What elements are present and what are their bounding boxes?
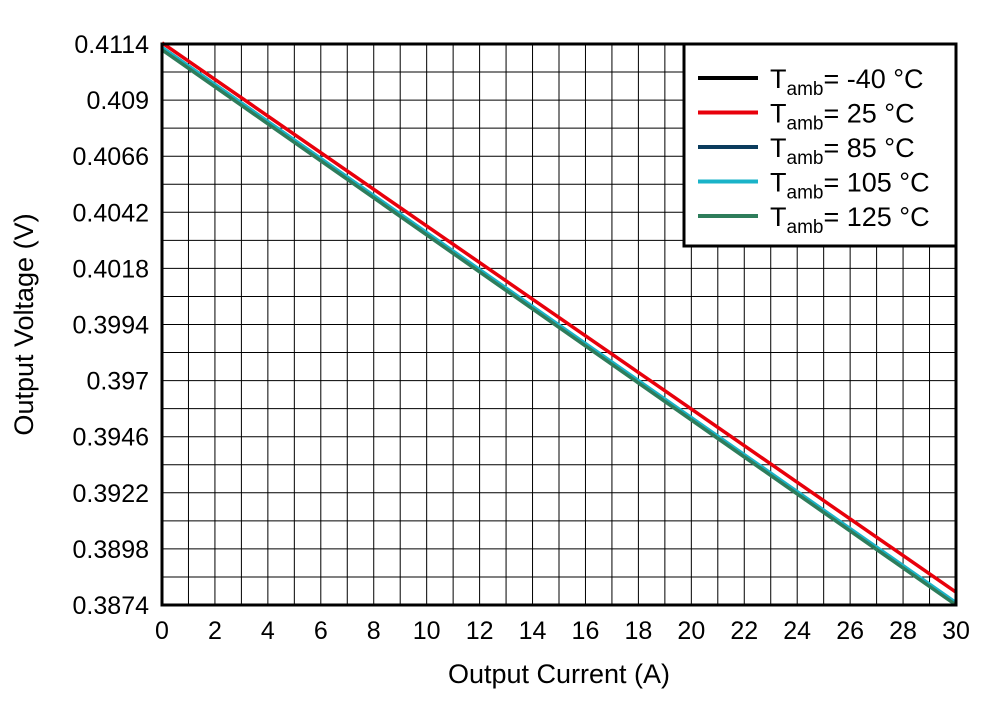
y-tick-label: 0.3874 bbox=[73, 592, 150, 620]
x-tick-labels: 0 2 4 6 8 10 12 14 16 18 20 22 24 26 28 30 bbox=[155, 617, 970, 645]
x-tick-label: 20 bbox=[677, 617, 705, 645]
series-line bbox=[160, 48, 958, 607]
y-tick-label: 0.4018 bbox=[73, 255, 149, 283]
legend-label: Tamb= -40 °C bbox=[770, 64, 924, 100]
x-axis-label: Output Current (A) bbox=[448, 659, 670, 689]
legend-label: Tamb= 105 °C bbox=[770, 168, 930, 204]
y-tick-label: 0.409 bbox=[86, 87, 149, 115]
x-tick-label: 4 bbox=[261, 617, 275, 645]
y-tick-label: 0.4066 bbox=[73, 143, 149, 171]
y-tick-label: 0.3898 bbox=[73, 536, 149, 564]
y-tick-label: 0.397 bbox=[86, 368, 149, 396]
y-tick-label: 0.4114 bbox=[74, 31, 149, 59]
x-tick-label: 22 bbox=[730, 617, 758, 645]
plot-frame bbox=[160, 42, 958, 607]
y-tick-label: 0.3922 bbox=[73, 480, 149, 508]
series-line bbox=[161, 41, 957, 594]
series-lines bbox=[160, 41, 958, 607]
y-tick-labels: 0.3874 0.3898 0.3922 0.3946 0.397 0.3994 0.401… bbox=[73, 31, 150, 620]
x-tick-label: 6 bbox=[314, 617, 328, 645]
x-tick-label: 28 bbox=[889, 617, 917, 645]
y-tick-label: 0.3946 bbox=[73, 424, 149, 452]
legend-label: Tamb= 125 °C bbox=[770, 202, 930, 238]
x-tick-label: 2 bbox=[208, 617, 222, 645]
legend-label: Tamb= 85 °C bbox=[770, 133, 915, 169]
y-axis-label: Output Voltage (V) bbox=[9, 213, 39, 435]
x-tick-label: 14 bbox=[519, 617, 547, 645]
y-tick-label: 0.3994 bbox=[73, 312, 150, 340]
x-tick-label: 18 bbox=[624, 617, 652, 645]
legend-label: Tamb= 25 °C bbox=[770, 99, 915, 135]
x-tick-label: 30 bbox=[942, 617, 970, 645]
x-tick-label: 26 bbox=[836, 617, 864, 645]
x-tick-label: 0 bbox=[155, 617, 169, 645]
y-tick-label: 0.4042 bbox=[73, 199, 149, 227]
x-tick-label: 8 bbox=[367, 617, 381, 645]
x-tick-label: 16 bbox=[572, 617, 600, 645]
x-tick-label: 12 bbox=[466, 617, 494, 645]
x-tick-label: 24 bbox=[783, 617, 811, 645]
x-tick-label: 10 bbox=[413, 617, 441, 645]
series-line bbox=[160, 46, 958, 605]
